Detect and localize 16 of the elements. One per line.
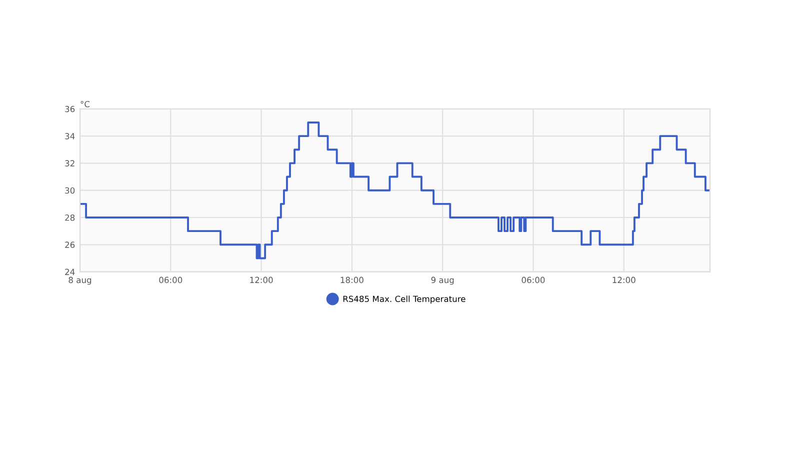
y-tick-label: 24 [65,268,75,275]
x-tick-label: 18:00 [340,276,364,284]
x-tick-label: 9 aug [431,276,454,285]
y-tick-label: 32 [65,160,74,166]
x-tick-label: 12:00 [250,276,273,284]
y-tick-label: 30 [65,187,75,194]
x-tick-label: 12:00 [612,276,636,284]
y-tick-label: 26 [65,242,75,248]
y-tick-label: 36 [65,106,75,112]
legend-label: RS485 Max. Cell Temperature [343,296,466,304]
y-tick-label: 34 [65,133,75,140]
x-tick-label: 06:00 [159,276,182,284]
y-axis-title: °C [80,100,90,108]
y-tick-label: 28 [65,214,75,221]
x-tick-label: 06:00 [522,276,545,284]
x-tick-label: 8 aug [68,276,92,285]
